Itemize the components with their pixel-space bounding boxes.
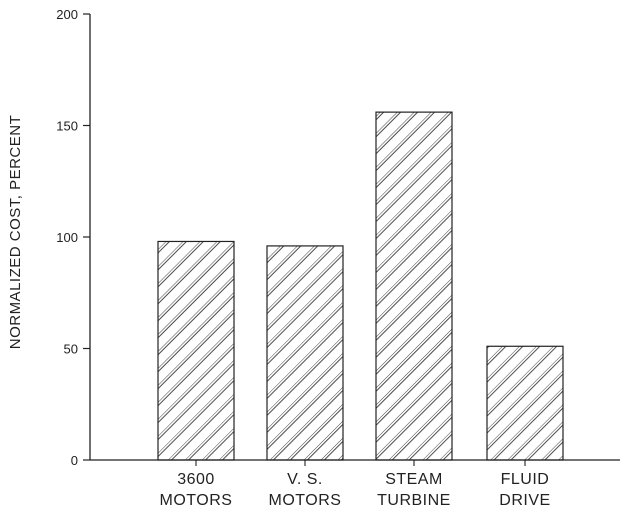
x-category-label: STEAM	[385, 471, 443, 488]
bar	[157, 240, 235, 461]
y-tick-label: 200	[56, 7, 78, 22]
bar	[375, 111, 453, 461]
y-tick-label: 50	[64, 342, 78, 357]
x-category-label: MOTORS	[160, 492, 233, 509]
bar	[266, 245, 344, 461]
y-tick-label: 0	[71, 453, 78, 468]
x-category-label: TURBINE	[377, 492, 451, 509]
x-category-label: FLUID	[501, 471, 550, 488]
y-tick-label: 100	[56, 230, 78, 245]
x-category-label: V. S.	[287, 471, 323, 488]
y-tick-label: 150	[56, 119, 78, 134]
y-axis-title: NORMALIZED COST, PERCENT	[7, 115, 24, 350]
x-category-label: MOTORS	[269, 492, 342, 509]
x-category-label: DRIVE	[499, 492, 550, 509]
bar	[486, 345, 564, 461]
x-category-label: 3600	[177, 471, 215, 488]
